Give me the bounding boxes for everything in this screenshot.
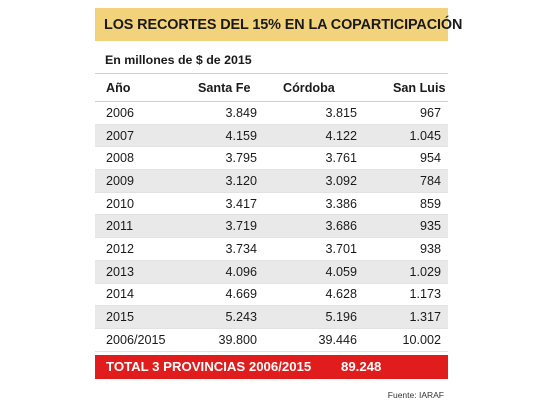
cell-year: 2010 [106,196,135,211]
cell-santa-fe: 39.800 [218,332,257,347]
cell-santa-fe: 5.243 [225,310,257,325]
cell-santa-fe: 4.669 [225,287,257,302]
table-row: 2011 3.719 3.686 935 [95,215,448,239]
table-row: 2012 3.734 3.701 938 [95,238,448,261]
cell-cordoba: 4.059 [325,264,357,279]
cell-year: 2007 [106,128,135,143]
cell-san-luis: 784 [419,173,441,188]
table-subtitle: En millones de $ de 2015 [105,53,252,67]
cell-san-luis: 938 [419,241,441,256]
cell-santa-fe: 4.096 [225,264,257,279]
cell-cordoba: 3.761 [325,151,357,166]
cell-santa-fe: 3.795 [225,151,257,166]
cell-santa-fe: 3.849 [225,105,257,120]
table-row: 2014 4.669 4.628 1.173 [95,284,448,307]
cell-year: 2012 [106,241,135,256]
header-santa-fe: Santa Fe [198,80,251,95]
cell-san-luis: 859 [419,196,441,211]
cell-san-luis: 1.173 [409,287,441,302]
cell-year: 2008 [106,151,135,166]
cell-cordoba: 5.196 [325,310,357,325]
cell-year: 2006 [106,105,135,120]
table-row: 2008 3.795 3.761 954 [95,147,448,171]
header-san-luis: San Luis [393,80,446,95]
cell-santa-fe: 3.734 [225,241,257,256]
cell-year: 2006/2015 [106,332,166,347]
cell-san-luis: 10.002 [402,332,441,347]
cell-cordoba: 4.122 [325,128,357,143]
table-row: 2013 4.096 4.059 1.029 [95,260,448,284]
cell-cordoba: 3.815 [325,105,357,120]
cell-cordoba: 3.686 [325,219,357,234]
cell-year: 2013 [106,264,135,279]
cell-santa-fe: 3.719 [225,219,257,234]
cell-year: 2014 [106,287,135,302]
cell-san-luis: 935 [419,219,441,234]
table-row: 2009 3.120 3.092 784 [95,170,448,193]
table-body: 2006 3.849 3.815 967 2007 4.159 4.122 1.045 2008… [95,102,448,352]
cell-cordoba: 3.092 [325,173,357,188]
cell-cordoba: 3.386 [325,196,357,211]
table-row: 2010 3.417 3.386 859 [95,193,448,216]
table-row: 2007 4.159 4.122 1.045 [95,124,448,148]
cell-cordoba: 3.701 [325,241,357,256]
header-year: Año [106,80,131,95]
total-value: 89.248 [341,359,382,375]
cell-san-luis: 954 [419,151,441,166]
header-cordoba: Córdoba [283,80,335,95]
cell-san-luis: 1.317 [409,310,441,325]
total-bar: TOTAL 3 PROVINCIAS 2006/2015 89.248 [95,354,448,379]
cell-santa-fe: 4.159 [225,128,257,143]
cell-santa-fe: 3.120 [225,173,257,188]
cell-santa-fe: 3.417 [225,196,257,211]
cell-year: 2011 [106,219,134,234]
cell-year: 2015 [106,310,135,325]
cell-year: 2009 [106,173,135,188]
table-header: Año Santa Fe Córdoba San Luis [95,73,448,102]
table-row: 2015 5.243 5.196 1.317 [95,306,448,329]
table-title: LOS RECORTES DEL 15% EN LA COPARTICIPACI… [95,8,462,41]
source-note: Fuente: IARAF [387,389,444,400]
cell-cordoba: 4.628 [325,287,357,302]
cell-cordoba: 39.446 [318,332,357,347]
cell-san-luis: 1.029 [409,264,441,279]
total-label: TOTAL 3 PROVINCIAS 2006/2015 [106,359,312,375]
cell-san-luis: 1.045 [409,128,441,143]
table-row: 2006/2015 39.800 39.446 10.002 [95,329,448,352]
table-row: 2006 3.849 3.815 967 [95,102,448,125]
infographic-table: LOS RECORTES DEL 15% EN LA COPARTICIPACI… [95,8,462,400]
cell-san-luis: 967 [419,105,441,120]
